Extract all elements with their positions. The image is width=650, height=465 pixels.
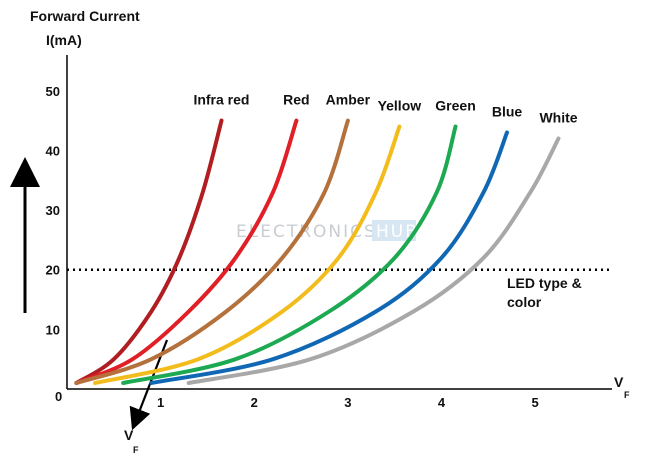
y-axis-unit: I(mA) [46, 32, 82, 48]
x-tick-label-5: 5 [531, 395, 538, 410]
axis-ticks: 10 20 30 40 50 1 2 3 4 5 [46, 84, 539, 410]
x-tick-label-3: 3 [344, 395, 351, 410]
x-axis-title-sub: F [624, 390, 630, 400]
curve-white [186, 136, 561, 385]
x-tick-label-4: 4 [438, 395, 446, 410]
curve-label-amber: Amber [326, 92, 371, 108]
y-tick-label-10: 10 [46, 322, 60, 337]
vf-arrow-label-sub: F [133, 445, 139, 455]
curve-label-red: Red [283, 92, 309, 108]
annotation-line-2: color [507, 294, 542, 310]
watermark-text: ELECTRONICS [236, 222, 377, 242]
curve-amber [74, 118, 350, 385]
x-axis-title: V F [614, 374, 630, 400]
annotation-line-1: LED type & [507, 275, 582, 291]
y-tick-label-20: 20 [46, 263, 60, 278]
watermark: ELECTRONICS HUB [236, 220, 419, 242]
curve-label-blue: Blue [492, 104, 523, 120]
y-tick-label-50: 50 [46, 84, 60, 99]
x-tick-label-1: 1 [157, 395, 164, 410]
led-curve-labels: Infra red Red Amber Yellow Green Blue White [193, 92, 577, 126]
y-axis-title: Forward Current [30, 8, 140, 24]
watermark-badge [372, 220, 416, 241]
x-axis-title-main: V [614, 374, 624, 390]
vf-arrow-label-main: V [124, 427, 134, 443]
watermark-badge-text: HUB [376, 222, 419, 242]
curve-infra-red [74, 118, 224, 385]
origin-label: 0 [55, 389, 62, 404]
curve-red [74, 118, 299, 385]
curve-label-white: White [539, 110, 577, 126]
curve-blue [149, 130, 509, 385]
curve-label-infra-red: Infra red [193, 92, 249, 108]
curve-label-green: Green [435, 98, 475, 114]
curve-label-yellow: Yellow [378, 98, 422, 114]
x-tick-label-2: 2 [251, 395, 258, 410]
curve-green [121, 124, 458, 385]
led-curves [74, 118, 561, 385]
y-tick-label-40: 40 [46, 143, 60, 158]
y-tick-label-30: 30 [46, 203, 60, 218]
vf-arrow-label: V F [124, 427, 139, 455]
curve-yellow [93, 124, 402, 385]
